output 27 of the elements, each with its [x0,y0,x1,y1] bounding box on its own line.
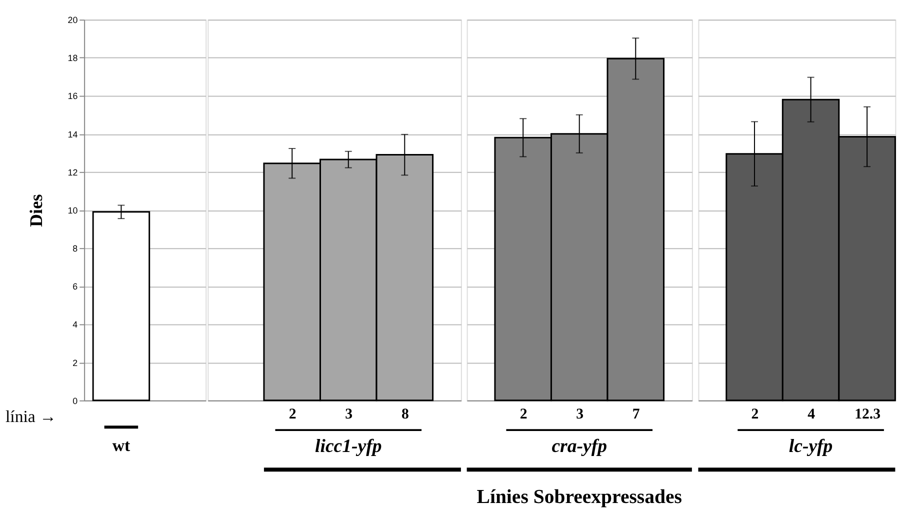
text: Línies Sobreexpressades [476,486,682,508]
x-tick-label: 4 [808,406,816,423]
x-tick-label: 3 [576,406,584,423]
y-tick-label: 8 [72,244,78,254]
x-axis-title: wt [112,436,130,455]
x-axis-title: licc1-yfp [315,436,382,457]
y-tick-label: 12 [68,167,78,178]
y-tick-label: 16 [68,91,78,102]
y-tick-label: 20 [68,15,78,26]
x-tick-label: 3 [345,406,353,423]
x-tick-label: 2 [751,406,759,423]
y-tick-label: 2 [72,358,78,368]
x-tick-label: 2 [288,406,296,423]
y-tick-label: 6 [72,282,78,292]
x-axis-title: cra-yfp [552,436,608,457]
x-tick-label: 2 [520,406,528,423]
y-tick-label: 4 [72,320,78,330]
y-tick-label: 10 [68,205,78,216]
y-axis-title: Dies [26,194,46,227]
text: línia → [6,407,56,426]
x-tick-label: 8 [401,406,409,423]
x-axis-title: lc-yfp [788,436,833,457]
x-tick-label: 12.3 [854,406,881,423]
y-tick-label: 14 [68,129,78,140]
y-tick-label: 18 [68,53,78,64]
y-tick-label: 0 [72,396,78,406]
x-tick-label: 7 [632,406,640,423]
